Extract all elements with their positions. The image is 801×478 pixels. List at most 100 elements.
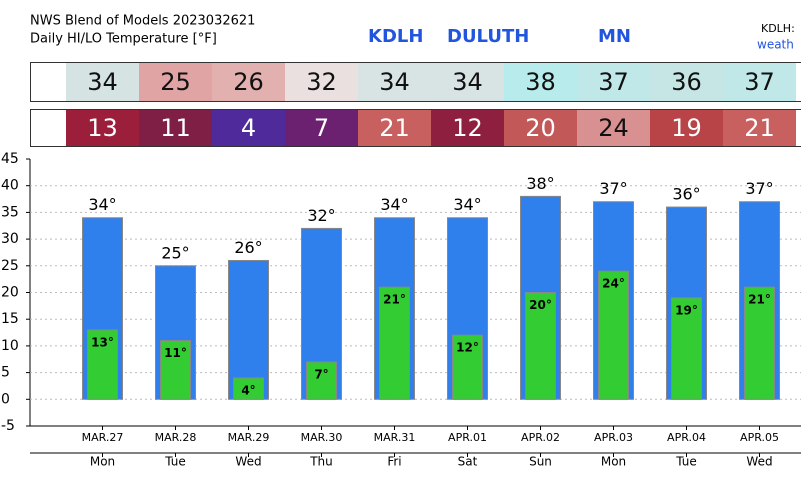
- y-tick-label: 20: [1, 285, 19, 301]
- low-cell: [431, 110, 504, 146]
- high-cell: [139, 63, 212, 101]
- high-cell: [431, 63, 504, 101]
- high-label: 37°: [745, 179, 773, 198]
- y-tick-label: 10: [1, 338, 19, 354]
- x-tick-label: MAR.30: [301, 431, 343, 444]
- high-label: 34°: [453, 195, 481, 214]
- high-cell-value: 34: [452, 68, 483, 96]
- high-cell-value: 36: [671, 68, 702, 96]
- x-tick-label: MAR.28: [155, 431, 197, 444]
- day-label: Tue: [675, 455, 697, 469]
- low-bar: [306, 361, 337, 400]
- low-bar: [452, 334, 483, 400]
- low-bar: [87, 329, 118, 400]
- low-cell: [504, 110, 577, 146]
- high-cell: [358, 63, 431, 101]
- high-bar: [228, 259, 269, 400]
- high-cell: [504, 63, 577, 101]
- x-tick-label: MAR.29: [228, 431, 270, 444]
- y-tick-label: 25: [1, 258, 19, 274]
- low-label: 11°: [164, 346, 187, 360]
- x-tick-label: APR.03: [594, 431, 633, 444]
- low-label: 4°: [241, 383, 255, 397]
- high-cell: [577, 63, 650, 101]
- low-cell: [66, 110, 139, 146]
- high-cell-value: 34: [87, 68, 118, 96]
- low-bar: [379, 286, 410, 400]
- day-label: Wed: [746, 455, 772, 469]
- x-tick-label: MAR.27: [82, 431, 124, 444]
- city: DULUTH: [447, 26, 529, 47]
- high-label: 36°: [672, 185, 700, 204]
- day-label: Thu: [309, 455, 333, 469]
- x-tick-label: APR.02: [521, 431, 560, 444]
- high-cell-value: 32: [306, 68, 337, 96]
- station: KDLH: [368, 26, 423, 47]
- y-tick-label: 15: [1, 311, 19, 327]
- day-label: Sat: [458, 455, 478, 469]
- y-tick-label: 30: [1, 231, 19, 247]
- day-label: Wed: [235, 455, 261, 469]
- y-tick-label: 0: [1, 391, 10, 407]
- high-label: 38°: [526, 174, 554, 193]
- high-label: 25°: [161, 243, 189, 262]
- low-cell: [577, 110, 650, 146]
- day-label: Tue: [164, 455, 186, 469]
- x-tick-label: APR.04: [667, 431, 706, 444]
- high-label: 34°: [380, 195, 408, 214]
- high-label: 26°: [234, 238, 262, 257]
- low-label: 7°: [314, 367, 328, 381]
- low-cell-value: 21: [744, 114, 775, 142]
- low-cell-value: 11: [160, 114, 191, 142]
- high-cell-value: 37: [598, 68, 629, 96]
- low-cell-value: 12: [452, 114, 483, 142]
- x-tick-label: APR.05: [740, 431, 779, 444]
- high-cell: [285, 63, 358, 101]
- y-tick-label: 45: [1, 151, 19, 167]
- x-tick-label: APR.01: [448, 431, 487, 444]
- low-label: 21°: [383, 293, 406, 307]
- day-label: Mon: [601, 455, 626, 469]
- low-cell-value: 21: [379, 114, 410, 142]
- low-cell: [358, 110, 431, 146]
- y-tick-label: 40: [1, 178, 19, 194]
- day-label: Sun: [529, 455, 552, 469]
- low-bar: [598, 270, 629, 400]
- y-tick-label: 35: [1, 204, 19, 220]
- low-cell: [723, 110, 796, 146]
- low-label: 21°: [748, 293, 771, 307]
- high-cell-value: 37: [744, 68, 775, 96]
- low-cell: [212, 110, 285, 146]
- high-cell: [650, 63, 723, 101]
- high-label: 32°: [307, 206, 335, 225]
- low-label: 20°: [529, 298, 552, 312]
- day-label: Mon: [90, 455, 115, 469]
- high-cell: [723, 63, 796, 101]
- low-cell-value: 7: [314, 114, 329, 142]
- low-cell: [650, 110, 723, 146]
- low-cell-value: 19: [671, 114, 702, 142]
- high-cell: [212, 63, 285, 101]
- high-cell-value: 34: [379, 68, 410, 96]
- low-bar: [744, 286, 775, 400]
- y-tick-label: -5: [1, 418, 15, 434]
- high-label: 34°: [88, 195, 116, 214]
- low-label: 24°: [602, 277, 625, 291]
- chart-subtitle: Daily HI/LO Temperature [°F]: [30, 32, 217, 47]
- low-cell-value: 4: [241, 114, 256, 142]
- low-bar: [671, 297, 702, 400]
- low-label: 13°: [91, 335, 114, 349]
- y-tick-label: 5: [1, 365, 10, 381]
- side-link[interactable]: weath: [757, 38, 794, 52]
- high-cell-value: 26: [233, 68, 264, 96]
- low-bar: [160, 340, 191, 400]
- low-bar: [233, 377, 264, 400]
- low-cell: [139, 110, 212, 146]
- low-cell-value: 24: [598, 114, 629, 142]
- state: MN: [598, 26, 631, 47]
- high-cell: [66, 63, 139, 101]
- x-tick-label: MAR.31: [374, 431, 416, 444]
- high-cell-value: 38: [525, 68, 556, 96]
- low-label: 19°: [675, 303, 698, 317]
